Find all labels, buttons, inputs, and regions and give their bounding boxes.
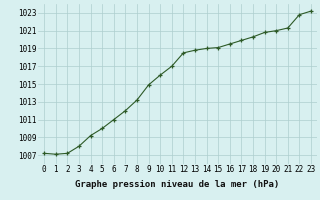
X-axis label: Graphe pression niveau de la mer (hPa): Graphe pression niveau de la mer (hPa) — [76, 180, 280, 189]
